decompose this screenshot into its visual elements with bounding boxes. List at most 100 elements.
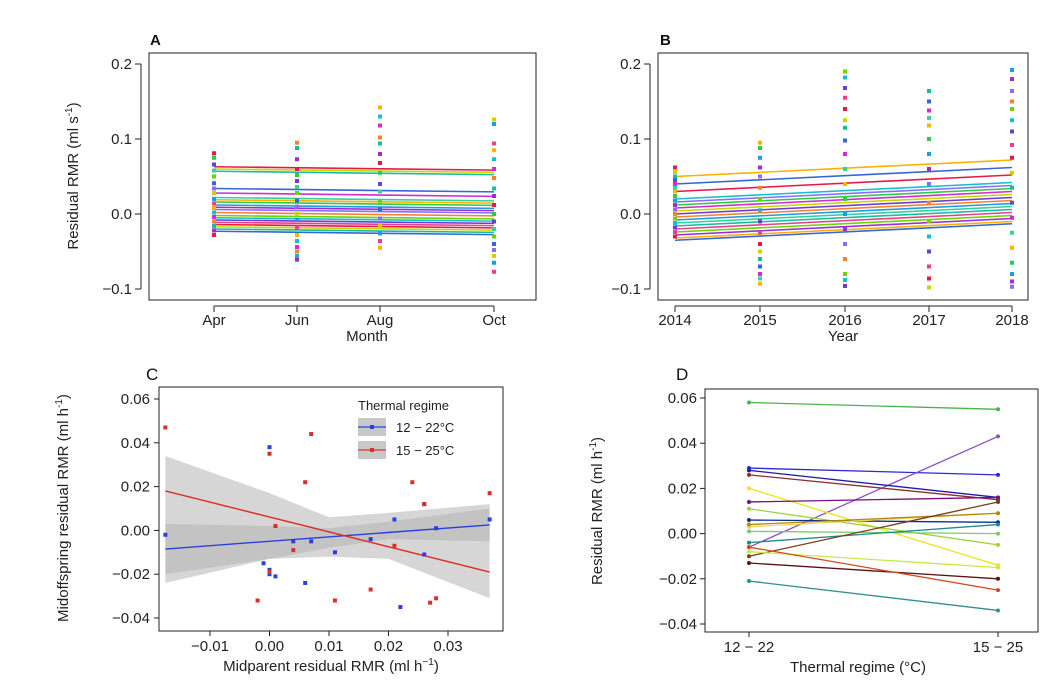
x-tick-label: 0.00 — [255, 638, 284, 655]
y-tick-label: 0.2 — [620, 56, 641, 73]
panel-c-x-axis: −0.01 0.00 0.01 0.02 0.03 — [191, 631, 463, 655]
data-point — [492, 227, 496, 231]
data-point — [295, 254, 299, 258]
panel-d-x-label: Thermal regime (°C) — [790, 659, 926, 676]
x-tick-label: 0.01 — [314, 638, 343, 655]
data-point — [843, 69, 847, 74]
data-point — [673, 170, 677, 174]
panel-a-x-label: Month — [346, 328, 388, 345]
data-point — [758, 257, 762, 261]
series-point — [996, 434, 1000, 439]
series-point — [996, 542, 1000, 547]
x-tick-label: Apr — [202, 312, 225, 329]
data-point — [295, 233, 299, 237]
data-point — [758, 264, 762, 269]
fit-line — [213, 230, 495, 236]
data-point — [267, 567, 272, 572]
legend-key-blue-point — [370, 425, 374, 429]
y-tick-label: −0.04 — [659, 616, 697, 633]
data-point — [758, 272, 762, 276]
data-point — [492, 117, 496, 122]
data-point — [1010, 68, 1014, 72]
data-point — [303, 580, 308, 585]
data-point — [267, 451, 272, 456]
data-point — [1010, 284, 1014, 289]
data-point — [295, 140, 299, 145]
data-point — [267, 445, 272, 450]
data-point — [758, 230, 762, 235]
data-point — [673, 182, 677, 186]
data-point — [392, 543, 397, 548]
data-point — [422, 502, 427, 507]
data-point — [927, 234, 931, 239]
data-point — [843, 212, 847, 216]
fit-line — [674, 187, 1013, 206]
series-point — [747, 486, 751, 491]
series-point — [747, 518, 751, 523]
panel-b-x-label: Year — [828, 328, 858, 345]
data-point — [273, 524, 278, 529]
series-point — [747, 529, 751, 534]
data-point — [758, 174, 762, 179]
data-point — [843, 278, 847, 282]
data-point — [492, 167, 496, 171]
data-point — [295, 173, 299, 177]
y-tick-label: 0.02 — [668, 480, 697, 497]
series-point — [747, 400, 751, 405]
data-point — [1010, 143, 1014, 147]
data-point — [212, 155, 216, 160]
x-tick-label: 15 − 25 — [973, 639, 1023, 656]
fit-line — [674, 199, 1013, 218]
data-point — [843, 182, 847, 186]
data-point — [368, 537, 373, 542]
panel-a-points — [212, 105, 496, 274]
data-point — [492, 260, 496, 265]
data-point — [843, 257, 847, 261]
data-point — [378, 182, 382, 186]
series-line — [748, 530, 999, 535]
y-tick-label: 0.02 — [121, 479, 150, 496]
data-point — [673, 174, 677, 179]
x-tick-label: 12 − 22 — [724, 639, 774, 656]
data-point — [673, 234, 677, 239]
x-tick-label: 2016 — [828, 312, 861, 329]
data-point — [492, 212, 496, 216]
data-point — [295, 212, 299, 216]
series-line — [748, 496, 999, 503]
data-point — [212, 174, 216, 179]
x-tick-label: 2017 — [912, 312, 945, 329]
data-point — [295, 146, 299, 150]
data-point — [492, 234, 496, 239]
data-point — [212, 162, 216, 167]
fit-line — [213, 208, 495, 214]
y-tick-label: 0.04 — [121, 435, 150, 452]
data-point — [295, 245, 299, 249]
fit-line — [213, 187, 495, 193]
panel-c-confidence-bands — [165, 455, 490, 599]
data-point — [303, 480, 308, 485]
data-point — [1010, 272, 1014, 276]
y-tick-label: 0.1 — [620, 131, 641, 148]
fit-line — [213, 216, 495, 222]
data-point — [673, 165, 677, 170]
data-point — [492, 242, 496, 246]
data-point — [1010, 185, 1014, 190]
data-point — [843, 118, 847, 123]
data-point — [843, 242, 847, 246]
data-point — [378, 224, 382, 228]
legend-label-blue: 12 − 22°C — [396, 420, 454, 435]
data-point — [673, 194, 677, 198]
data-point — [434, 596, 439, 601]
data-point — [673, 216, 677, 221]
panel-a: A 0.2 0.1 0.0 −0.1 Apr Jun Aug Oct Month Resid… — [64, 32, 537, 345]
data-point — [212, 151, 216, 156]
series-point — [747, 472, 751, 477]
data-point — [492, 176, 496, 180]
y-tick-label: 0.0 — [620, 206, 641, 223]
data-point — [843, 138, 847, 143]
x-tick-label: Oct — [482, 312, 506, 329]
legend-label-red: 15 − 25°C — [396, 443, 454, 458]
data-point — [758, 185, 762, 190]
data-point — [212, 206, 216, 210]
data-point — [673, 185, 677, 190]
